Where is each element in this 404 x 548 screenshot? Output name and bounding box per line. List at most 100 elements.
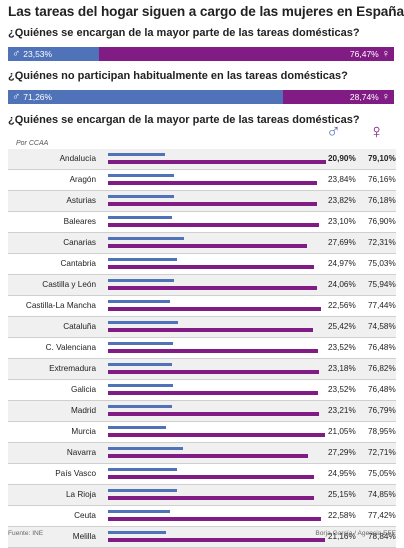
male-bar	[108, 468, 177, 471]
male-bar	[108, 405, 172, 408]
female-value: 78,84%	[368, 532, 396, 541]
source: Fuente: INE	[8, 530, 44, 537]
female-icon: ♀	[381, 90, 390, 103]
summary-bar-1-male: ♂ 23,53%	[8, 47, 99, 61]
male-bar	[108, 531, 167, 534]
male-value: 24,06%	[328, 280, 356, 289]
male-value: 20,90%	[328, 154, 356, 163]
chart-title: Las tareas del hogar siguen a cargo de l…	[8, 4, 404, 19]
female-bar	[108, 223, 320, 227]
region-name: Cataluña	[63, 322, 96, 331]
female-value: 72,31%	[368, 238, 396, 247]
summary-bar-2-female-label: 28,74%	[349, 92, 379, 102]
region-name: Madrid	[70, 406, 96, 415]
region-name: País Vasco	[55, 469, 96, 478]
region-name: Ceuta	[74, 511, 96, 520]
table-row: Galicia 23,52% 76,48%	[8, 380, 396, 401]
male-bar	[108, 216, 172, 219]
female-icon: ♀	[381, 47, 390, 60]
female-bar	[108, 160, 326, 164]
region-name: Castilla y León	[42, 280, 96, 289]
summary-bar-2: ♂ 71,26% 28,74% ♀	[8, 90, 394, 104]
male-bar	[108, 363, 172, 366]
table-row: Extremadura 23,18% 76,82%	[8, 359, 396, 380]
male-value: 27,69%	[328, 238, 356, 247]
female-bar	[108, 265, 315, 269]
female-value: 76,48%	[368, 385, 396, 394]
region-name: Navarra	[66, 448, 96, 457]
table-row: Andalucía 20,90% 79,10%	[8, 149, 396, 170]
subtitle: Por CCAA	[16, 140, 49, 147]
female-value: 76,79%	[368, 406, 396, 415]
table-row: C. Valenciana 23,52% 76,48%	[8, 338, 396, 359]
table-row: País Vasco 24,95% 75,05%	[8, 464, 396, 485]
male-bar	[108, 195, 174, 198]
male-value: 23,10%	[328, 217, 356, 226]
region-table: Andalucía 20,90% 79,10% Aragón 23,84% 76,16% A…	[8, 149, 396, 548]
female-value: 76,82%	[368, 364, 396, 373]
male-bar	[108, 174, 174, 177]
female-value: 76,18%	[368, 196, 396, 205]
male-bar	[108, 447, 184, 450]
female-value: 72,71%	[368, 448, 396, 457]
male-value: 25,42%	[328, 322, 356, 331]
male-value: 23,84%	[328, 175, 356, 184]
male-value: 23,18%	[328, 364, 356, 373]
male-bar	[108, 426, 166, 429]
female-value: 76,48%	[368, 343, 396, 352]
table-row: Castilla y León 24,06% 75,94%	[8, 275, 396, 296]
table-row: Canarias 27,69% 72,31%	[8, 233, 396, 254]
credit: Borja García / Agencia EFE	[315, 530, 396, 537]
region-name: C. Valenciana	[45, 343, 96, 352]
table-row: Murcia 21,05% 78,95%	[8, 422, 396, 443]
male-value: 27,29%	[328, 448, 356, 457]
female-bar	[108, 517, 321, 521]
female-bar	[108, 286, 317, 290]
region-name: Castilla-La Mancha	[25, 301, 96, 310]
female-bar	[108, 181, 318, 185]
male-bar	[108, 384, 173, 387]
table-row: La Rioja 25,15% 74,85%	[8, 485, 396, 506]
female-bar	[108, 391, 319, 395]
summary-bar-1-female-label: 76,47%	[349, 49, 379, 59]
male-value: 23,52%	[328, 385, 356, 394]
male-header-icon: ♂	[326, 121, 341, 143]
male-value: 22,56%	[328, 301, 356, 310]
female-bar	[108, 538, 325, 542]
male-bar	[108, 489, 178, 492]
male-icon: ♂	[12, 47, 21, 60]
question-2: ¿Quiénes no participan habitualmente en …	[8, 70, 348, 82]
male-icon: ♂	[12, 90, 21, 103]
female-bar	[108, 475, 315, 479]
summary-bar-2-female: 28,74% ♀	[283, 90, 394, 104]
region-name: Andalucía	[59, 154, 96, 163]
region-name: Murcia	[71, 427, 96, 436]
male-value: 23,52%	[328, 343, 356, 352]
question-3: ¿Quiénes se encargan de la mayor parte d…	[8, 114, 360, 126]
region-name: Cantabria	[60, 259, 96, 268]
summary-bar-1-male-label: 23,53%	[23, 49, 53, 59]
female-header-icon: ♀	[369, 121, 384, 143]
female-value: 75,94%	[368, 280, 396, 289]
male-bar	[108, 153, 166, 156]
female-value: 77,42%	[368, 511, 396, 520]
male-value: 25,15%	[328, 490, 356, 499]
female-value: 74,85%	[368, 490, 396, 499]
male-value: 23,82%	[328, 196, 356, 205]
male-bar	[108, 342, 173, 345]
male-value: 24,95%	[328, 469, 356, 478]
female-value: 74,58%	[368, 322, 396, 331]
male-bar	[108, 321, 178, 324]
region-name: La Rioja	[65, 490, 96, 499]
male-bar	[108, 300, 171, 303]
region-name: Galicia	[70, 385, 96, 394]
region-name: Asturias	[66, 196, 96, 205]
male-value: 21,05%	[328, 427, 356, 436]
table-row: Ceuta 22,58% 77,42%	[8, 506, 396, 527]
table-row: Cantabria 24,97% 75,03%	[8, 254, 396, 275]
table-row: Aragón 23,84% 76,16%	[8, 170, 396, 191]
table-row: Baleares 23,10% 76,90%	[8, 212, 396, 233]
male-value: 23,21%	[328, 406, 356, 415]
male-value: 24,97%	[328, 259, 356, 268]
female-bar	[108, 412, 320, 416]
